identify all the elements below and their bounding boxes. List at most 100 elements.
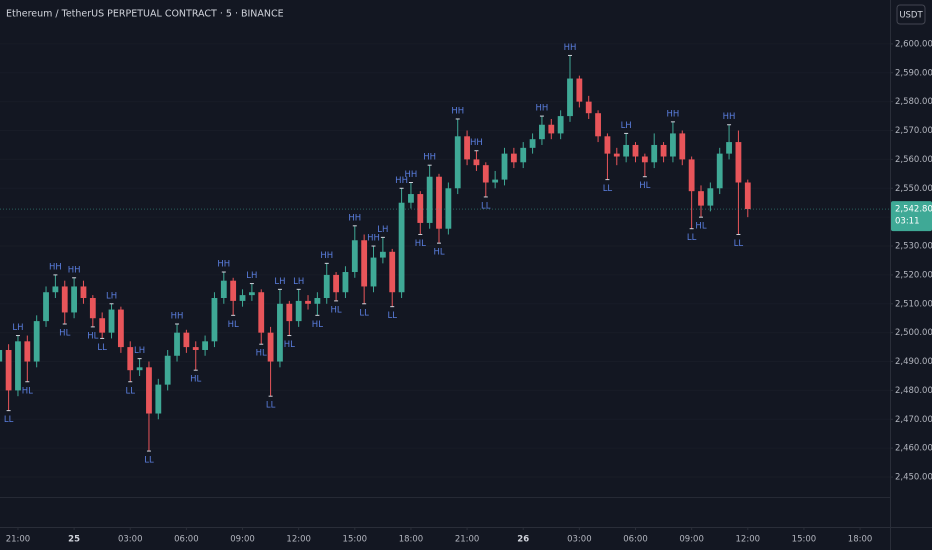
x-tick-label: 06:00 <box>174 535 199 545</box>
candle-body <box>744 182 751 210</box>
candle-body <box>61 286 68 313</box>
candle-body <box>595 113 601 137</box>
candle-body <box>99 318 106 333</box>
candle-body <box>698 191 704 206</box>
pivot-label: HL <box>433 248 444 258</box>
candle-body <box>379 251 386 258</box>
candle-body <box>314 298 321 304</box>
candle-body <box>220 280 227 299</box>
pivot-label: HH <box>49 262 62 272</box>
candle-body <box>557 116 564 134</box>
candle-body <box>398 202 405 293</box>
candle-body <box>445 188 452 229</box>
pivot-label: HH <box>348 213 361 223</box>
x-tick-label: 03:00 <box>567 535 592 545</box>
candles <box>0 55 751 452</box>
y-tick-label: 2,510.00 <box>895 299 932 309</box>
y-tick-label: 2,480.00 <box>895 386 932 396</box>
candle-body <box>239 295 246 301</box>
pivot-label: LL <box>687 233 697 243</box>
x-tick-label: 09:00 <box>230 535 255 545</box>
pivot-label: LL <box>266 401 276 411</box>
candle-body <box>660 144 667 157</box>
countdown: 03:11 <box>895 217 920 227</box>
currency-button[interactable] <box>896 4 926 25</box>
candle-body <box>623 144 630 157</box>
pivot-label: LH <box>106 291 117 301</box>
chart-title: Ethereum / TetherUS PERPETUAL CONTRACT ·… <box>6 9 284 20</box>
pivot-label: HH <box>470 138 483 148</box>
candle-body <box>454 136 461 189</box>
currency-label[interactable]: USDT <box>899 11 923 21</box>
candle-body <box>539 124 545 140</box>
candle-body <box>0 349 3 362</box>
candle-body <box>155 384 162 414</box>
candle-body <box>164 355 171 385</box>
candle-body <box>15 341 21 391</box>
pivot-label: LH <box>293 277 304 287</box>
pivot-label: LL <box>603 184 613 194</box>
y-tick-label: 2,450.00 <box>895 473 932 483</box>
y-tick-label: 2,520.00 <box>895 270 932 280</box>
x-tick-label: 15:00 <box>343 535 368 545</box>
candle-body <box>501 153 508 180</box>
candle-body <box>370 257 377 287</box>
pivot-label: HH <box>171 311 184 321</box>
pivot-label: HL <box>22 386 33 396</box>
y-tick-label: 2,580.00 <box>895 97 932 107</box>
pivot-label: HL <box>87 331 98 341</box>
y-tick-label: 2,530.00 <box>895 242 932 252</box>
candle-body <box>716 153 723 189</box>
pivot-label: LL <box>734 239 744 249</box>
candle-body <box>389 251 396 293</box>
pivot-label: LL <box>4 415 14 425</box>
candle-body <box>482 165 489 183</box>
pivot-label: HH <box>564 43 577 53</box>
pivot-label: HL <box>59 328 70 338</box>
candle-body <box>277 303 283 362</box>
candle-body <box>192 347 199 350</box>
y-tick-label: 2,550.00 <box>895 184 932 194</box>
candle-body <box>43 292 49 322</box>
y-tick-label: 2,600.00 <box>895 39 932 49</box>
pivot-label: HH <box>536 104 549 114</box>
x-tick-label: 21:00 <box>6 535 31 545</box>
pivot-label: HH <box>723 112 736 122</box>
candle-body <box>33 321 40 362</box>
pivot-label: HL <box>256 349 267 359</box>
pivot-label: LL <box>387 311 397 321</box>
candle-body <box>604 136 611 154</box>
candle-body <box>613 153 620 157</box>
candle-body <box>520 147 527 163</box>
pivot-label: HL <box>228 320 239 330</box>
candle-body <box>333 274 339 293</box>
pivot-label: LL <box>359 308 369 318</box>
pivot-label: HH <box>405 170 418 180</box>
candle-body <box>80 286 87 299</box>
y-tick-label: 2,560.00 <box>895 155 932 165</box>
pivot-label: HL <box>312 320 323 330</box>
candle-body <box>323 274 330 299</box>
y-tick-label: 2,460.00 <box>895 444 932 454</box>
candle-body <box>146 367 152 414</box>
candle-body <box>52 286 59 293</box>
candle-body <box>670 133 676 157</box>
pivot-label: LL <box>144 456 154 466</box>
candle-body <box>174 332 180 356</box>
candle-body <box>108 309 115 333</box>
y-tick-label: 2,500.00 <box>895 328 932 338</box>
x-tick-label: 15:00 <box>792 535 817 545</box>
candle-body <box>258 292 265 333</box>
candle-body <box>5 349 12 391</box>
y-tick-label: 2,590.00 <box>895 68 932 78</box>
pivot-label: LH <box>12 323 23 333</box>
pivot-label: HL <box>190 375 201 385</box>
pivot-label: HL <box>695 222 706 232</box>
candle-body <box>183 332 190 348</box>
x-tick-label: 18:00 <box>848 535 873 545</box>
x-tick-label: 25 <box>68 535 80 545</box>
candle-body <box>707 188 714 206</box>
candle-body <box>632 144 639 157</box>
